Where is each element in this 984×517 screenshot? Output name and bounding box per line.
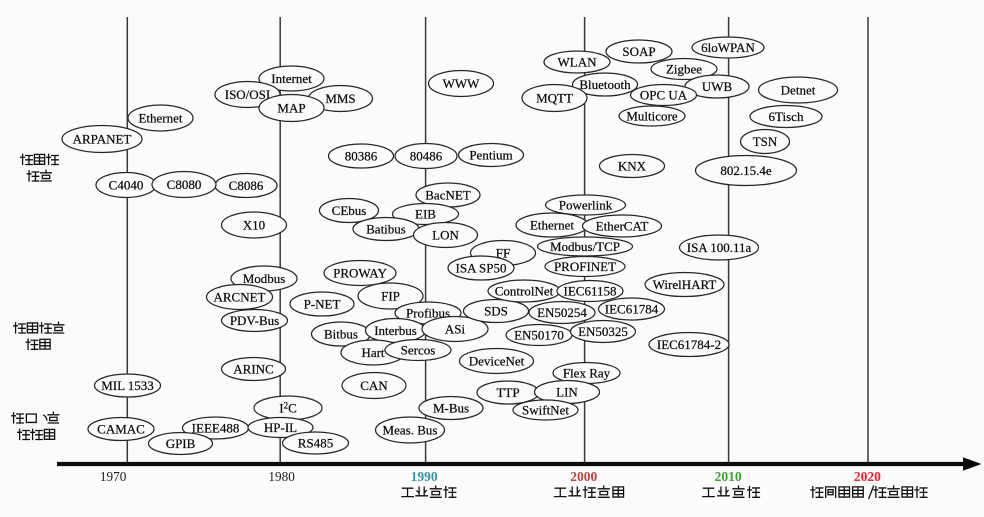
svg-text:ARCNET: ARCNET — [214, 290, 266, 305]
svg-text:HP-IL: HP-IL — [264, 420, 297, 435]
svg-text:EIB: EIB — [415, 207, 436, 222]
svg-text:Sercos: Sercos — [401, 343, 436, 358]
svg-text:TSN: TSN — [753, 134, 778, 149]
svg-text:M-Bus: M-Bus — [433, 401, 469, 416]
svg-text:Interbus: Interbus — [374, 323, 417, 338]
svg-text:EN50254: EN50254 — [537, 305, 587, 320]
svg-text:ISA SP50: ISA SP50 — [456, 261, 507, 276]
svg-text:GPIB: GPIB — [166, 436, 196, 451]
svg-text:PDV-Bus: PDV-Bus — [230, 313, 279, 328]
svg-text:1990: 1990 — [411, 469, 438, 484]
svg-text:C8086: C8086 — [229, 178, 264, 193]
svg-text:Detnet: Detnet — [781, 83, 816, 98]
svg-text:2000: 2000 — [570, 469, 597, 484]
svg-text:PROWAY: PROWAY — [333, 266, 387, 281]
svg-text:FF: FF — [496, 246, 510, 261]
svg-text:LON: LON — [432, 228, 459, 243]
svg-text:WirelHART: WirelHART — [653, 277, 717, 292]
svg-text:SwiftNet: SwiftNet — [522, 403, 569, 418]
svg-text:SOAP: SOAP — [622, 44, 655, 59]
svg-text:6Tisch: 6Tisch — [769, 109, 804, 124]
svg-text:ARPANET: ARPANET — [73, 132, 132, 147]
svg-text:OPC UA: OPC UA — [640, 88, 688, 103]
svg-text:Internet: Internet — [271, 71, 312, 86]
svg-text:C4040: C4040 — [109, 178, 144, 193]
svg-text:Bluetooth: Bluetooth — [579, 77, 631, 92]
svg-text:Meas. Bus: Meas. Bus — [383, 423, 438, 438]
svg-text:CAN: CAN — [360, 378, 388, 393]
svg-text:Bitbus: Bitbus — [324, 327, 358, 342]
svg-text:IEC61784-2: IEC61784-2 — [657, 337, 721, 352]
svg-text:Pentium: Pentium — [469, 148, 512, 163]
svg-text:TTP: TTP — [496, 385, 519, 400]
svg-text:ARINC: ARINC — [233, 362, 273, 377]
svg-text:80386: 80386 — [345, 149, 378, 164]
svg-text:IEEE488: IEEE488 — [192, 421, 240, 436]
svg-text:CEbus: CEbus — [332, 203, 367, 218]
svg-text:SDS: SDS — [484, 304, 508, 319]
svg-text:X10: X10 — [243, 218, 265, 233]
svg-text:C8080: C8080 — [167, 177, 202, 192]
svg-text:IEC61784: IEC61784 — [605, 302, 659, 317]
svg-text:ASi: ASi — [445, 322, 466, 337]
svg-text:I2C: I2C — [279, 401, 297, 416]
svg-text:WLAN: WLAN — [558, 55, 598, 70]
svg-text:1980: 1980 — [268, 469, 295, 484]
svg-text:LIN: LIN — [556, 385, 578, 400]
svg-text:RS485: RS485 — [298, 436, 333, 451]
svg-text:2020: 2020 — [854, 469, 881, 484]
svg-text:MMS: MMS — [325, 91, 355, 106]
svg-text:ISO/OSI: ISO/OSI — [225, 87, 271, 102]
svg-text:DeviceNet: DeviceNet — [469, 354, 525, 369]
svg-text:EtherCAT: EtherCAT — [596, 219, 649, 234]
svg-text:Batibus: Batibus — [366, 222, 406, 237]
svg-text:MIL 1533: MIL 1533 — [101, 378, 154, 393]
svg-text:Zigbee: Zigbee — [666, 62, 702, 77]
svg-text:ISA 100.11a: ISA 100.11a — [687, 240, 752, 255]
svg-text:UWB: UWB — [702, 79, 733, 94]
svg-text:1970: 1970 — [100, 469, 127, 484]
svg-text:CAMAC: CAMAC — [97, 422, 145, 437]
svg-text:80486: 80486 — [410, 149, 443, 164]
svg-text:802.15.4e: 802.15.4e — [720, 163, 772, 178]
svg-text:Modbus: Modbus — [243, 271, 286, 286]
svg-text:WWW: WWW — [443, 76, 481, 91]
svg-text:FIP: FIP — [381, 289, 400, 304]
svg-text:2010: 2010 — [715, 469, 742, 484]
svg-text:IEC61158: IEC61158 — [564, 284, 617, 299]
svg-text:Modbus/TCP: Modbus/TCP — [550, 239, 620, 254]
svg-text:Flex Ray: Flex Ray — [563, 366, 611, 381]
svg-text:PROFINET: PROFINET — [554, 259, 616, 274]
svg-text:Ethernet: Ethernet — [138, 111, 182, 126]
svg-text:EN50325: EN50325 — [578, 324, 628, 339]
svg-text:ControlNet: ControlNet — [495, 284, 554, 299]
svg-text:Hart: Hart — [361, 345, 384, 360]
svg-text:6loWPAN: 6loWPAN — [701, 40, 755, 55]
svg-text:P-NET: P-NET — [304, 297, 341, 312]
svg-text:EN50170: EN50170 — [514, 328, 564, 343]
svg-text:MAP: MAP — [277, 101, 305, 116]
svg-text:Ethernet: Ethernet — [530, 218, 574, 233]
svg-text:Multicore: Multicore — [626, 109, 677, 124]
svg-text:BacNET: BacNET — [425, 188, 471, 203]
svg-text:MQTT: MQTT — [536, 91, 573, 106]
svg-text:KNX: KNX — [618, 159, 647, 174]
svg-text:Powerlink: Powerlink — [559, 198, 613, 213]
svg-text:Profibus: Profibus — [406, 306, 450, 321]
